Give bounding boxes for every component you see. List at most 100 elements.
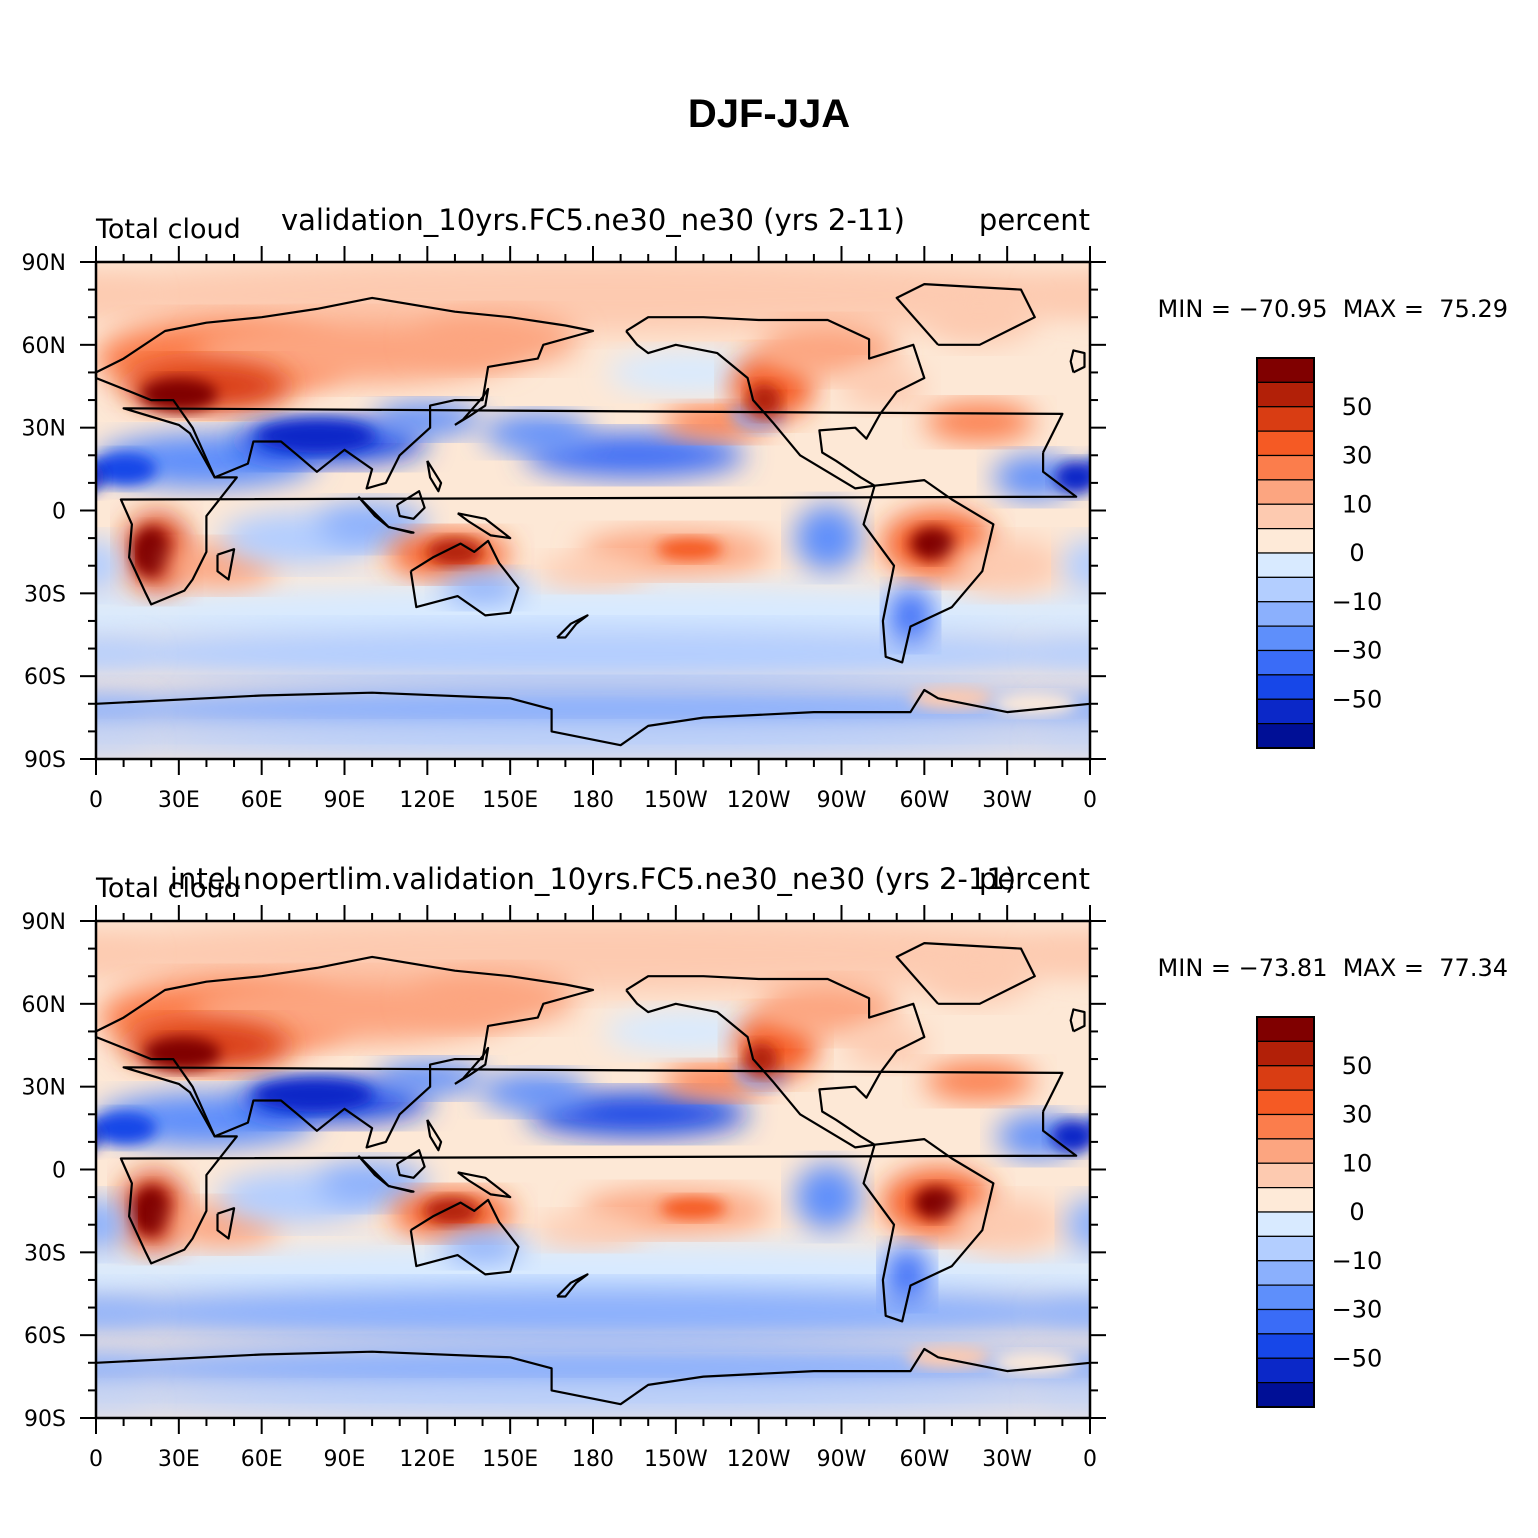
colorbar-swatch — [1256, 1187, 1315, 1213]
coastline — [457, 1171, 512, 1199]
coastline — [94, 955, 595, 1149]
field-contour-patch — [96, 262, 1090, 334]
lon-tick-label: 90E — [324, 788, 366, 813]
coastlines — [94, 283, 1091, 747]
field-contour-patch — [96, 626, 1090, 682]
lat-tick-label: 0 — [52, 1159, 66, 1184]
field-contour-patch — [131, 1186, 171, 1236]
colorbar-swatch — [1256, 381, 1315, 408]
field-contour-patch — [441, 1230, 524, 1264]
colorbar-swatch — [1256, 479, 1315, 505]
field-contour-patch — [993, 692, 1077, 715]
field-contour-patch — [993, 1351, 1077, 1374]
field-contour-patch — [96, 725, 1090, 759]
lon-tick-label: 90W — [817, 788, 867, 813]
field-contour-patch — [794, 504, 861, 572]
coastline — [1069, 1008, 1086, 1033]
field-contour-patch — [410, 970, 576, 1026]
lon-tick-label: 150W — [644, 788, 708, 813]
coastline — [556, 614, 589, 639]
lon-tick-label: 0 — [89, 1447, 103, 1472]
min-max-readout: MIN = −70.95 MAX = 75.29 — [1158, 295, 1508, 323]
field-contour-patch — [96, 937, 148, 971]
field-contour-patch — [659, 1197, 727, 1220]
field-contour-patch — [1054, 460, 1090, 494]
colorbar: 50 30 10 0 −10 −30 −50 — [1256, 357, 1382, 749]
coastline — [357, 495, 390, 529]
lon-tick-label: 60E — [241, 1447, 283, 1472]
coastline — [625, 975, 926, 1149]
field-contour-patch — [1050, 1119, 1090, 1153]
colorbar-swatch — [1256, 1357, 1315, 1384]
colorbar-swatch — [1256, 1284, 1315, 1311]
map-panel-top: Total cloud validation_10yrs.FC5.ne30_ne… — [22, 203, 1508, 813]
field-contour-patch — [96, 1384, 1090, 1418]
figure-title: DJF-JJA — [687, 92, 851, 136]
field-contour-patch — [951, 538, 1063, 594]
field-contour-patch — [924, 289, 1035, 345]
colorbar-swatch — [1256, 430, 1315, 457]
colorbar-swatch — [1256, 528, 1315, 554]
field-contour-patch — [910, 687, 994, 710]
field-contour-patch — [527, 1092, 749, 1137]
lat-tick-label: 90N — [22, 251, 66, 276]
field-contour-patch — [96, 600, 152, 630]
lon-tick-label: 150W — [644, 1447, 708, 1472]
field-contour-patch — [747, 383, 781, 417]
coastline — [95, 688, 1091, 747]
coastline — [556, 1273, 589, 1298]
colorbar-label: −50 — [1332, 1344, 1383, 1372]
panel-right-title: percent — [979, 862, 1090, 896]
colorbar-swatch — [1256, 1065, 1315, 1091]
colorbar-swatch — [1256, 503, 1315, 530]
field-contour-patch — [885, 1246, 930, 1303]
coastline — [426, 1119, 443, 1152]
field-contour-patch — [96, 464, 105, 491]
colorbar-label: 30 — [1342, 442, 1373, 470]
colorbar-swatch — [1256, 1113, 1315, 1140]
field-contour-patch — [1034, 1394, 1090, 1409]
coastline — [625, 316, 926, 490]
coastline — [862, 1138, 995, 1323]
lat-tick-label: 60N — [22, 334, 66, 359]
lon-tick-label: 180 — [572, 1447, 614, 1472]
field-contour-patch — [131, 527, 171, 577]
coastline — [395, 490, 426, 520]
field-contour-patch — [96, 684, 1090, 735]
coastline — [895, 942, 1036, 1005]
coastline — [454, 1046, 490, 1085]
field-contour-patch — [96, 278, 152, 312]
field-contour-patch — [910, 527, 955, 561]
field-contour-patch — [951, 1197, 1063, 1253]
coastline — [454, 387, 490, 426]
field-contour-patch — [256, 419, 378, 453]
colorbar-swatch — [1256, 698, 1315, 725]
coastline — [457, 512, 512, 540]
colorbar-swatch — [1256, 406, 1315, 432]
coastline — [119, 407, 1078, 606]
field-contour-patch — [96, 1343, 1090, 1394]
field-contour-patch — [993, 455, 1077, 500]
lat-tick-label: 0 — [52, 500, 66, 525]
colorbar-label: 0 — [1349, 1198, 1364, 1226]
field-contour-patch — [96, 538, 124, 594]
lon-tick-label: 150E — [482, 788, 538, 813]
field-contour-patch — [1084, 1118, 1090, 1138]
colorbar-swatch — [1256, 1382, 1315, 1408]
field-contour-patch — [924, 1061, 1035, 1101]
lon-tick-label: 150E — [482, 1447, 538, 1472]
lon-tick-label: 120W — [727, 1447, 791, 1472]
field-contour-patch — [96, 1394, 152, 1409]
colorbar-swatch — [1256, 1138, 1315, 1164]
colorbar-swatch — [1256, 723, 1315, 749]
field-contour-patch — [537, 554, 649, 588]
field-contour-patch — [96, 1111, 157, 1145]
panel-center-title: validation_10yrs.FC5.ne30_ne30 (yrs 2-11… — [281, 203, 905, 237]
coastline — [216, 1207, 236, 1240]
min-max-readout: MIN = −73.81 MAX = 77.34 — [1158, 954, 1508, 982]
colorbar-swatch — [1256, 454, 1315, 481]
coastline — [216, 548, 236, 581]
colorbar-swatch — [1256, 1333, 1315, 1359]
lat-tick-label: 90S — [24, 748, 66, 773]
lat-tick-label: 90S — [24, 1407, 66, 1432]
